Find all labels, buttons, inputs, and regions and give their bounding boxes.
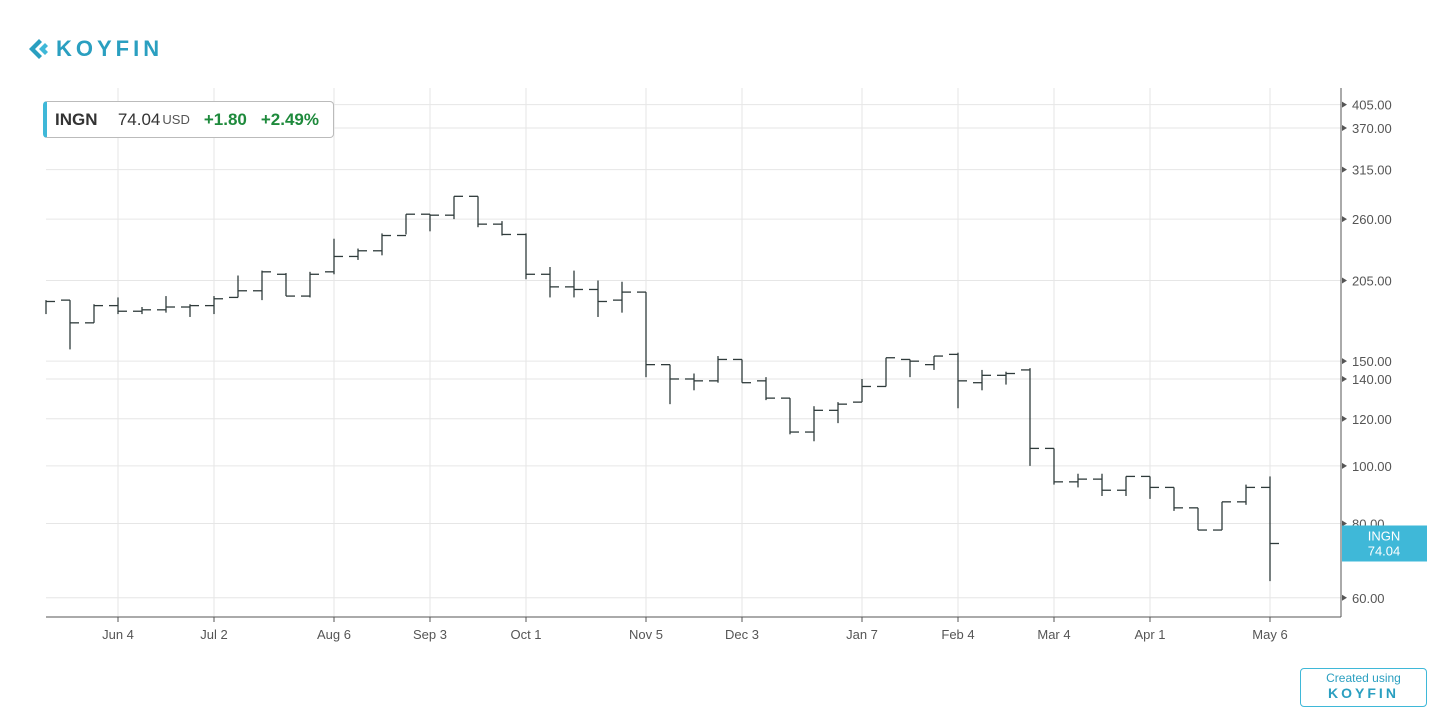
y-tick-label: 370.00 bbox=[1352, 121, 1392, 136]
quote-box: INGN 74.04 USD +1.80 +2.49% bbox=[43, 101, 334, 138]
y-tick-mark bbox=[1342, 358, 1347, 365]
y-tick-mark bbox=[1342, 166, 1347, 173]
x-tick-label: Oct 1 bbox=[510, 627, 541, 642]
logo-text: KOYFIN bbox=[56, 36, 164, 61]
price-tag-symbol: INGN bbox=[1368, 528, 1401, 543]
y-tick-label: 260.00 bbox=[1352, 212, 1392, 227]
x-tick-label: Sep 3 bbox=[413, 627, 447, 642]
y-tick-mark bbox=[1342, 594, 1347, 601]
price-tag-price: 74.04 bbox=[1368, 543, 1401, 558]
logo-icon bbox=[29, 39, 48, 59]
y-tick-label: 140.00 bbox=[1352, 372, 1392, 387]
y-tick-mark bbox=[1342, 462, 1347, 469]
y-tick-mark bbox=[1342, 415, 1347, 422]
x-tick-label: Dec 3 bbox=[725, 627, 759, 642]
y-tick-label: 60.00 bbox=[1352, 591, 1385, 606]
logo[interactable]: KOYFIN bbox=[28, 36, 163, 62]
x-tick-label: Jul 2 bbox=[200, 627, 227, 642]
y-tick-label: 405.00 bbox=[1352, 98, 1392, 113]
footer-text: Created using bbox=[1326, 671, 1401, 685]
footer-badge[interactable]: Created using KOYFIN bbox=[1300, 668, 1427, 707]
y-tick-label: 100.00 bbox=[1352, 459, 1392, 474]
x-tick-label: Feb 4 bbox=[941, 627, 974, 642]
x-tick-label: Jan 7 bbox=[846, 627, 878, 642]
y-tick-mark bbox=[1342, 216, 1347, 223]
footer-brand: KOYFIN bbox=[1328, 685, 1399, 701]
y-tick-mark bbox=[1342, 520, 1347, 527]
x-tick-label: Mar 4 bbox=[1037, 627, 1070, 642]
y-tick-mark bbox=[1342, 101, 1347, 108]
y-tick-mark bbox=[1342, 125, 1347, 132]
x-tick-label: Nov 5 bbox=[629, 627, 663, 642]
y-tick-mark bbox=[1342, 277, 1347, 284]
price-tag bbox=[1342, 525, 1427, 562]
y-tick-label: 205.00 bbox=[1352, 273, 1392, 288]
x-tick-label: Jun 4 bbox=[102, 627, 134, 642]
quote-currency: USD bbox=[162, 112, 190, 127]
quote-price: 74.04 bbox=[117, 109, 161, 129]
y-tick-label: 315.00 bbox=[1352, 163, 1392, 178]
quote-symbol: INGN bbox=[55, 109, 98, 129]
y-tick-label: 120.00 bbox=[1352, 412, 1392, 427]
y-tick-mark bbox=[1342, 375, 1347, 382]
x-tick-label: Aug 6 bbox=[317, 627, 351, 642]
y-tick-label: 150.00 bbox=[1352, 354, 1392, 369]
quote-change: +1.80 bbox=[203, 109, 247, 129]
x-tick-label: May 6 bbox=[1252, 627, 1287, 642]
quote-change-pct: +2.49% bbox=[260, 109, 319, 129]
x-tick-label: Apr 1 bbox=[1134, 627, 1165, 642]
